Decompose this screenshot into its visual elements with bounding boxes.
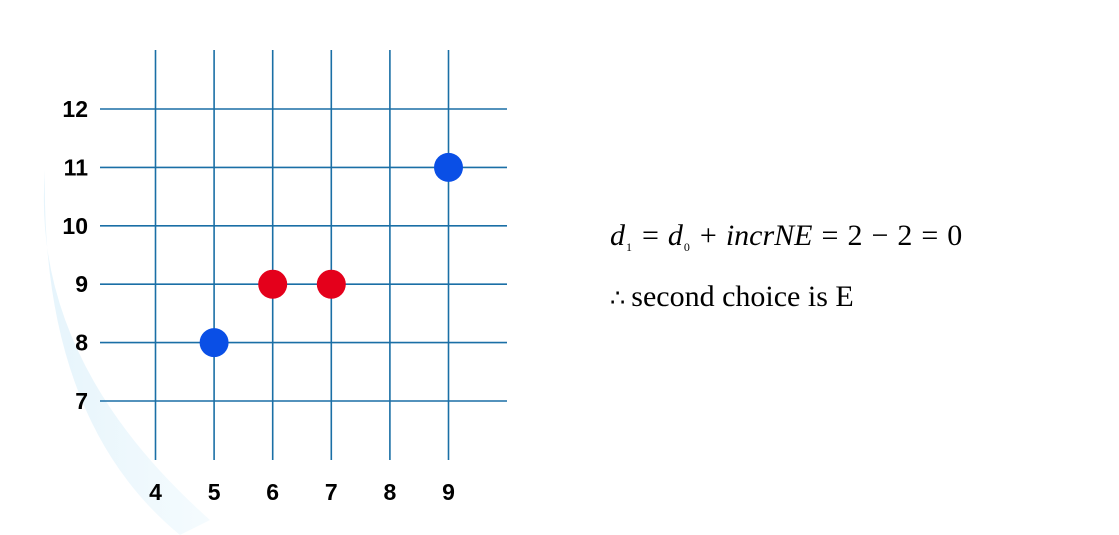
y-tick-label-11: 11: [64, 154, 89, 180]
equation-block: d1 = d0 + incrNE = 2−2 = 0 ∴ second choice is E: [610, 208, 962, 327]
conclusion-line: ∴ second choice is E: [610, 269, 962, 327]
d1-subscript: 1: [626, 240, 632, 254]
therefore-symbol: ∴: [610, 286, 626, 312]
pixel-grid: 4 5 6 7 8 9 12 11 10 9 8 7: [62, 50, 507, 505]
endpoint-5-8: [199, 328, 229, 358]
d1-variable: d: [610, 219, 625, 252]
y-tick-label-10: 10: [62, 213, 88, 239]
conclusion-text: second choice is E: [631, 280, 854, 313]
y-tick-label-8: 8: [75, 330, 88, 356]
equals-sign-2: =: [821, 219, 839, 252]
two-term-b: 2: [897, 219, 913, 252]
incr-ne-term: incrNE: [725, 219, 813, 252]
x-tick-label-8: 8: [384, 479, 397, 505]
y-tick-label-9: 9: [75, 271, 88, 297]
x-tick-label-5: 5: [208, 479, 221, 505]
plus-sign: +: [699, 219, 717, 252]
x-tick-label-9: 9: [442, 479, 455, 505]
equation-line: d1 = d0 + incrNE = 2−2 = 0: [610, 208, 962, 269]
zero-result: 0: [947, 219, 963, 252]
endpoint-9-11: [434, 152, 463, 182]
x-tick-label-6: 6: [266, 479, 279, 505]
two-term-a: 2: [847, 219, 863, 252]
d0-subscript: 0: [683, 240, 690, 254]
equals-sign-3: =: [921, 219, 939, 252]
equals-sign: =: [642, 219, 659, 252]
x-tick-label-7: 7: [325, 479, 338, 505]
y-tick-label-12: 12: [62, 96, 88, 122]
y-tick-label-7: 7: [75, 388, 88, 414]
x-tick-label-4: 4: [149, 479, 162, 505]
d0-variable: d: [667, 219, 683, 252]
selected-pixel-6-9: [258, 269, 288, 299]
minus-sign: −: [871, 219, 889, 252]
selected-pixel-7-9: [316, 269, 346, 299]
